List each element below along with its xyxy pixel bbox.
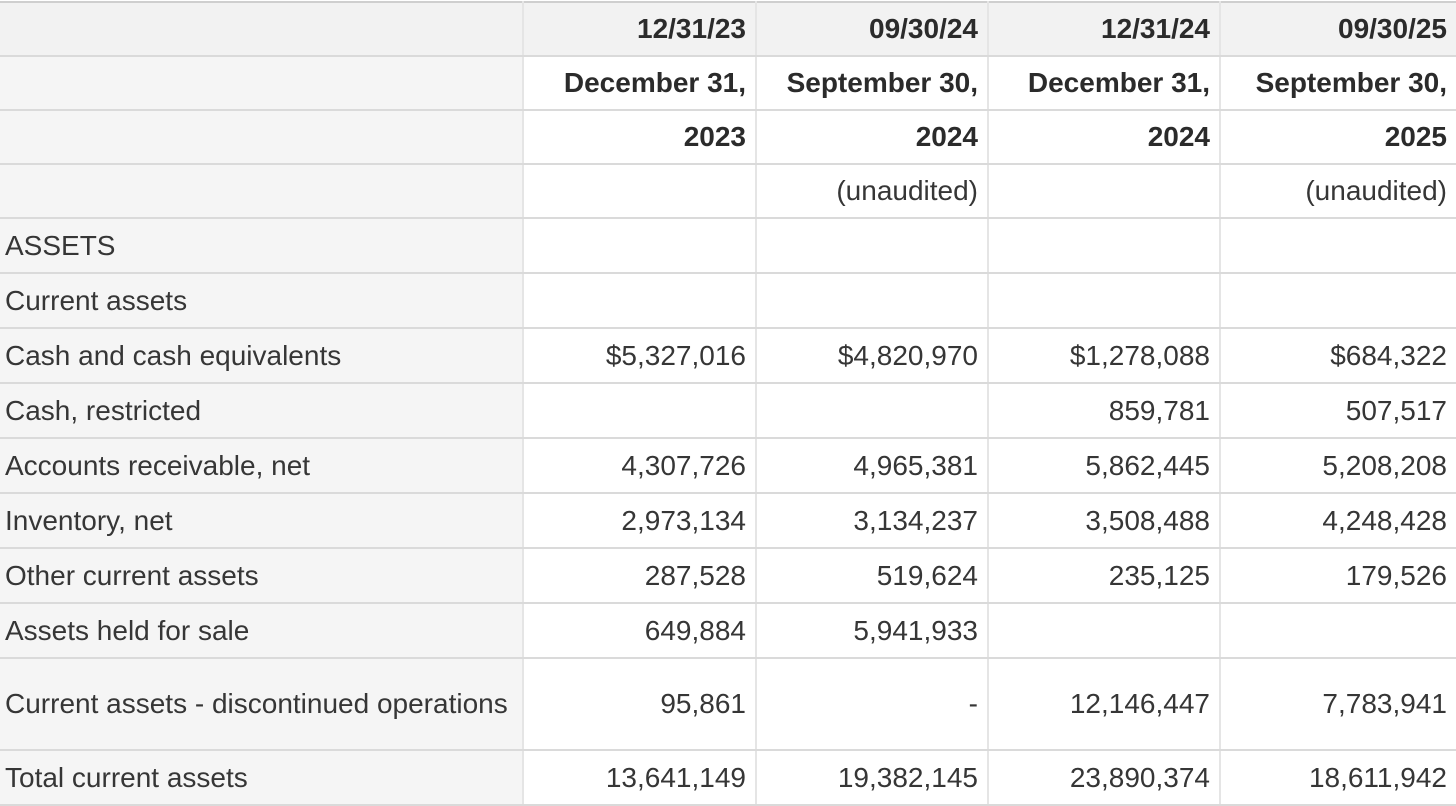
cell-value: 5,208,208 — [1220, 438, 1456, 494]
table-row-accounts-receivable: Accounts receivable, net 4,307,726 4,965… — [0, 438, 1456, 494]
header-spacer — [0, 110, 524, 165]
row-label: ASSETS — [0, 218, 524, 274]
cell-value: 5,941,933 — [756, 603, 989, 659]
table-row-discontinued-operations: Current assets - discontinued operations… — [0, 658, 1456, 751]
cell-value: - — [756, 658, 989, 751]
header-row-month: December 31, September 30, December 31, … — [0, 56, 1456, 111]
table-row-total-current-assets: Total current assets 13,641,149 19,382,1… — [0, 750, 1456, 806]
cell-value — [1220, 273, 1456, 329]
cell-value: 507,517 — [1220, 383, 1456, 439]
row-label: Current assets — [0, 273, 524, 329]
table-row-inventory: Inventory, net 2,973,134 3,134,237 3,508… — [0, 493, 1456, 549]
header-spacer — [0, 2, 524, 57]
cell-value: 13,641,149 — [523, 750, 757, 806]
cell-value: 519,624 — [756, 548, 989, 604]
header-row-year: 2023 2024 2024 2025 — [0, 110, 1456, 165]
cell-value — [523, 383, 757, 439]
column-header-month: September 30, — [756, 56, 989, 111]
cell-value — [1220, 603, 1456, 659]
audit-note-cell: (unaudited) — [1220, 164, 1456, 219]
cell-value: 235,125 — [988, 548, 1221, 604]
cell-value — [523, 273, 757, 329]
row-label: Other current assets — [0, 548, 524, 604]
cell-value: 649,884 — [523, 603, 757, 659]
cell-value: 7,783,941 — [1220, 658, 1456, 751]
cell-value — [523, 218, 757, 274]
column-header-date: 12/31/23 — [523, 2, 757, 57]
cell-value: 5,862,445 — [988, 438, 1221, 494]
row-label: Inventory, net — [0, 493, 524, 549]
table-row-cash-equivalents: Cash and cash equivalents $5,327,016 $4,… — [0, 328, 1456, 384]
cell-value: 19,382,145 — [756, 750, 989, 806]
cell-value: 12,146,447 — [988, 658, 1221, 751]
audit-note-cell — [988, 164, 1221, 219]
row-label: Current assets - discontinued operations — [0, 658, 524, 751]
row-label: Accounts receivable, net — [0, 438, 524, 494]
row-label: Cash and cash equivalents — [0, 328, 524, 384]
header-spacer — [0, 164, 524, 219]
column-header-month: December 31, — [523, 56, 757, 111]
column-header-year: 2023 — [523, 110, 757, 165]
cell-value: 23,890,374 — [988, 750, 1221, 806]
cell-value: $1,278,088 — [988, 328, 1221, 384]
cell-value: 859,781 — [988, 383, 1221, 439]
column-header-date: 12/31/24 — [988, 2, 1221, 57]
header-row-date-codes: 12/31/23 09/30/24 12/31/24 09/30/25 — [0, 2, 1456, 57]
table-row-assets-held-for-sale: Assets held for sale 649,884 5,941,933 — [0, 603, 1456, 659]
header-spacer — [0, 56, 524, 111]
cell-value: 3,508,488 — [988, 493, 1221, 549]
row-label: Total current assets — [0, 750, 524, 806]
cell-value: 18,611,942 — [1220, 750, 1456, 806]
header-row-audit-note: (unaudited) (unaudited) — [0, 164, 1456, 219]
cell-value: 3,134,237 — [756, 493, 989, 549]
column-header-year: 2025 — [1220, 110, 1456, 165]
cell-value: $684,322 — [1220, 328, 1456, 384]
cell-value: 4,248,428 — [1220, 493, 1456, 549]
cell-value — [756, 218, 989, 274]
cell-value — [988, 273, 1221, 329]
audit-note-cell — [523, 164, 757, 219]
column-header-year: 2024 — [756, 110, 989, 165]
column-header-date: 09/30/25 — [1220, 2, 1456, 57]
table-row-cash-restricted: Cash, restricted 859,781 507,517 — [0, 383, 1456, 439]
cell-value — [988, 603, 1221, 659]
cell-value — [988, 218, 1221, 274]
cell-value: 4,307,726 — [523, 438, 757, 494]
table-row-other-current-assets: Other current assets 287,528 519,624 235… — [0, 548, 1456, 604]
cell-value: $5,327,016 — [523, 328, 757, 384]
cell-value — [756, 383, 989, 439]
column-header-month: December 31, — [988, 56, 1221, 111]
cell-value: 287,528 — [523, 548, 757, 604]
cell-value: 179,526 — [1220, 548, 1456, 604]
audit-note-cell: (unaudited) — [756, 164, 989, 219]
cell-value — [756, 273, 989, 329]
cell-value: 2,973,134 — [523, 493, 757, 549]
column-header-month: September 30, — [1220, 56, 1456, 111]
row-label: Cash, restricted — [0, 383, 524, 439]
row-label: Assets held for sale — [0, 603, 524, 659]
table-row-assets-section: ASSETS — [0, 218, 1456, 274]
cell-value — [1220, 218, 1456, 274]
cell-value: 95,861 — [523, 658, 757, 751]
column-header-year: 2024 — [988, 110, 1221, 165]
table-row-current-assets-section: Current assets — [0, 273, 1456, 329]
cell-value: $4,820,970 — [756, 328, 989, 384]
column-header-date: 09/30/24 — [756, 2, 989, 57]
cell-value: 4,965,381 — [756, 438, 989, 494]
